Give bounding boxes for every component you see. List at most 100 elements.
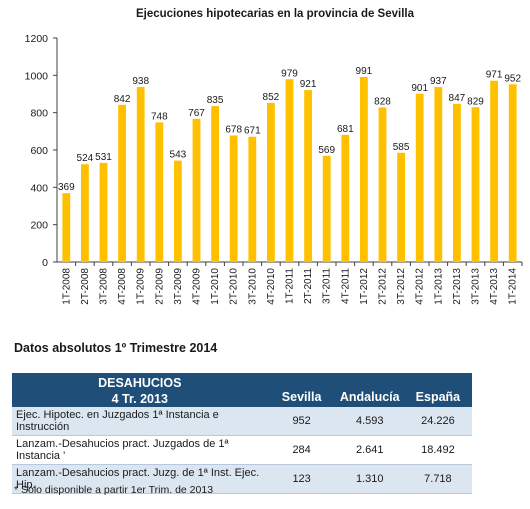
cell-espana: 24.226 (403, 407, 472, 436)
col-header-andalucia: Andalucía (335, 373, 404, 407)
chart-bars (62, 77, 517, 263)
bar (99, 162, 108, 262)
y-tick-label: 1000 (25, 70, 49, 82)
table-header-title: DESAHUCIOS 4 Tr. 2013 (12, 373, 268, 407)
y-tick-label: 0 (42, 257, 48, 269)
bar-data-label: 979 (281, 68, 298, 79)
x-category-label: 2T-2012 (378, 268, 389, 305)
cell-espana: 18.492 (403, 435, 472, 465)
bar (359, 77, 368, 262)
x-category-label: 3T-2009 (173, 268, 184, 305)
bar (229, 135, 238, 262)
header-title-line1: DESAHUCIOS (98, 376, 182, 390)
x-category-label: 1T-2013 (433, 268, 444, 305)
col-header-sevilla: Sevilla (267, 373, 336, 407)
bar-data-label: 369 (58, 182, 75, 193)
bar-data-label: 842 (114, 94, 131, 105)
x-category-label: 2T-2010 (229, 268, 240, 305)
bar (397, 152, 406, 262)
bar (118, 104, 127, 263)
x-category-label: 4T-2012 (415, 268, 426, 305)
x-category-label: 1T-2010 (210, 268, 221, 305)
bar-data-label: 847 (449, 93, 466, 104)
row-label: Lanzam.-Desahucios pract. Juzgados de 1ª… (12, 435, 268, 465)
x-category-label: 1T-2012 (359, 268, 370, 305)
bar (285, 79, 294, 263)
bar (266, 102, 275, 263)
cell-sevilla: 952 (267, 407, 336, 436)
bar-data-label: 748 (151, 111, 168, 122)
x-category-label: 2T-2009 (154, 268, 165, 305)
bar-data-label: 681 (337, 124, 354, 135)
bar (490, 80, 499, 262)
bar (322, 155, 331, 262)
bar (304, 90, 313, 262)
bar-data-label: 921 (300, 79, 317, 90)
x-category-label: 4T-2010 (266, 268, 277, 305)
bar (341, 134, 350, 262)
table-row: Ejec. Hipotec. en Juzgados 1ª Instancia … (12, 407, 472, 436)
x-category-label: 3T-2008 (99, 268, 110, 305)
table-row: Lanzam.-Desahucios pract. Juzgados de 1ª… (12, 435, 472, 465)
bar-data-label: 585 (393, 142, 410, 153)
y-tick-label: 400 (30, 182, 48, 194)
table-footnote: * Sólo disponible a partir 1er Trim. de … (14, 484, 214, 496)
bar (155, 122, 164, 262)
y-tick-label: 800 (30, 108, 48, 120)
x-category-label: 3T-2011 (322, 268, 333, 304)
bar (452, 103, 461, 262)
bar-data-label: 678 (225, 124, 242, 135)
bar-data-label: 852 (263, 92, 280, 103)
bar-data-label: 901 (411, 83, 428, 94)
row-label: Lanzam.-Desahucios pract. Juzg. de 1ª In… (12, 464, 268, 494)
bar (62, 193, 71, 262)
x-category-label: 2T-2011 (303, 268, 314, 304)
x-category-label: 4T-2009 (192, 268, 203, 305)
bar-data-label: 671 (244, 126, 261, 137)
bar-data-label: 937 (430, 76, 447, 87)
x-category-label: 1T-2009 (136, 268, 147, 305)
bar (173, 160, 182, 262)
x-category-label: 4T-2013 (489, 268, 500, 305)
x-category-label: 4T-2008 (117, 268, 128, 305)
cell-sevilla: 123 (267, 464, 336, 494)
cell-espana: 7.718 (403, 464, 472, 494)
bar-data-label: 952 (504, 73, 521, 84)
bar-data-label: 524 (77, 153, 94, 164)
cell-sevilla: 284 (267, 435, 336, 465)
bar (508, 84, 517, 262)
bar-data-label: 835 (207, 95, 224, 106)
bar-data-label: 569 (318, 145, 335, 156)
bar (378, 107, 387, 262)
col-header-espana: España (403, 373, 472, 407)
bar (415, 93, 424, 263)
x-category-label: 2T-2013 (452, 268, 463, 305)
chart-title: Ejecuciones hipotecarias en la provincia… (136, 8, 415, 20)
x-category-label: 1T-2008 (61, 268, 72, 305)
bar-chart: Ejecuciones hipotecarias en la provincia… (25, 8, 523, 305)
bar (471, 107, 480, 263)
chart-svg: Ejecuciones hipotecarias en la provincia… (25, 8, 523, 305)
bar (192, 118, 201, 263)
x-category-label: 3T-2012 (396, 268, 407, 305)
desahucios-table: DESAHUCIOS 4 Tr. 2013 Sevilla Andalucía … (12, 373, 472, 494)
header-title-line2: 4 Tr. 2013 (111, 392, 168, 406)
cell-andalucia: 1.310 (335, 464, 404, 494)
x-category-label: 1T-2014 (508, 268, 519, 305)
chart-axes: 0 200 400 600 800 1000 1200 (25, 33, 523, 269)
row-label: Ejec. Hipotec. en Juzgados 1ª Instancia … (12, 407, 268, 436)
x-category-label: 4T-2011 (340, 268, 351, 304)
cell-andalucia: 2.641 (335, 435, 404, 465)
table-row: Lanzam.-Desahucios pract. Juzg. de 1ª In… (12, 464, 472, 494)
bar-data-label: 938 (132, 76, 149, 87)
y-tick-label: 1200 (25, 33, 49, 45)
chart-category-labels: 1T-2008 2T-2008 3T-2008 4T-2008 1T-2009 2T-20… (61, 268, 518, 305)
table-header-row: DESAHUCIOS 4 Tr. 2013 Sevilla Andalucía … (12, 373, 472, 407)
x-category-label: 3T-2010 (247, 268, 258, 305)
bar (80, 164, 89, 262)
x-category-label: 1T-2011 (285, 268, 296, 304)
x-category-label: 2T-2008 (80, 268, 91, 305)
bar-data-label: 767 (188, 108, 205, 119)
bar-data-label: 971 (486, 70, 503, 81)
